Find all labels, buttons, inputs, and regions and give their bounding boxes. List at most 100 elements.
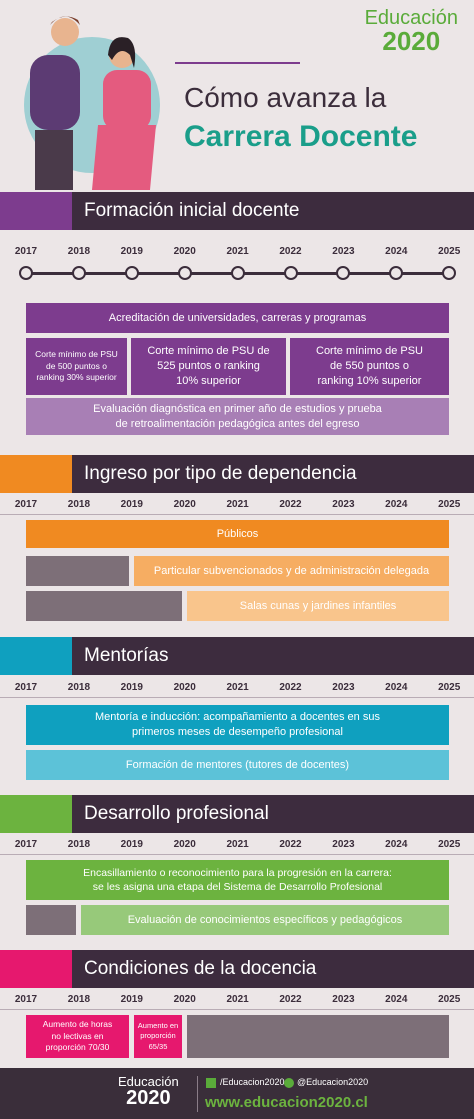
year-label: 2025 <box>438 839 461 850</box>
year-label: 2024 <box>385 682 408 693</box>
section-title: Mentorías <box>84 645 169 666</box>
year-label: 2022 <box>279 682 302 693</box>
bar-text: de retroalimentación pedagógica antes de… <box>115 417 360 430</box>
timeline-bar: Acreditación de universidades, carreras … <box>26 303 449 333</box>
year-label: 2025 <box>438 994 461 1005</box>
section-accent <box>0 637 72 675</box>
section-title: Condiciones de la docencia <box>84 958 317 979</box>
timeline-node <box>19 266 33 280</box>
bar-text: primeros meses de desempeño profesional <box>132 726 343 738</box>
timeline-bar: Salas cunas y jardines infantiles <box>187 591 449 621</box>
year-label: 2022 <box>279 246 302 257</box>
timeline-node <box>230 266 245 280</box>
man-vest <box>30 55 80 130</box>
logo: Educación 2020 <box>365 8 458 54</box>
year-label: 2019 <box>120 499 143 510</box>
bar-text: Acreditación de universidades, carreras … <box>108 311 367 324</box>
man-hair <box>50 16 80 25</box>
timeline-node <box>177 266 192 280</box>
bar-text: Corte mínimo de PSU de <box>147 345 270 358</box>
bar-text: ranking 30% superior <box>36 372 117 383</box>
year-label: 2025 <box>438 499 461 510</box>
timeline-bar: Evaluación de conocimientos específicos … <box>81 905 449 935</box>
year-label: 2019 <box>120 246 143 257</box>
year-label: 2022 <box>279 499 302 510</box>
bar-text: Aumento de horas <box>42 1019 113 1030</box>
woman-dress <box>92 125 156 190</box>
section-band <box>0 455 474 493</box>
section-band <box>0 795 474 833</box>
year-label: 2020 <box>173 994 196 1005</box>
bar-text: Formación de mentores (tutores de docent… <box>125 758 350 771</box>
timeline-node <box>71 266 86 280</box>
inactive-bar <box>26 591 182 621</box>
man-pants <box>35 130 73 190</box>
footer-logo: Educación 2020 <box>118 1075 179 1108</box>
year-label: 2018 <box>67 499 91 510</box>
year-label: 2019 <box>120 994 143 1005</box>
facebook-icon <box>206 1078 216 1088</box>
twitter-handle[interactable]: @Educacion2020 <box>297 1077 369 1087</box>
year-label: 2019 <box>120 839 143 850</box>
bar-text: ranking 10% superior <box>317 374 422 387</box>
year-label: 2017 <box>14 246 38 257</box>
bar-text: Corte mínimo de PSU <box>316 345 423 358</box>
year-label: 2019 <box>120 682 143 693</box>
footer-url[interactable]: www.educacion2020.cl <box>205 1094 368 1111</box>
bar-text: de 550 puntos o <box>330 360 409 373</box>
year-label: 2025 <box>438 682 461 693</box>
bar-text: Mentoría e inducción: acompañamiento a d… <box>95 711 380 724</box>
year-rule <box>0 514 474 515</box>
year-label: 2023 <box>332 839 355 850</box>
year-label: 2023 <box>332 682 355 693</box>
bar-text: Evaluación diagnóstica en primer año de … <box>93 402 382 415</box>
timeline-bar: Evaluación diagnóstica en primer año de … <box>26 398 449 435</box>
bar-text: 10% superior <box>176 374 241 387</box>
year-label: 2021 <box>226 499 249 510</box>
bar-text: 525 puntos o ranking <box>157 360 260 373</box>
year-label: 2017 <box>14 839 38 850</box>
year-label: 2020 <box>173 839 196 850</box>
year-label: 2018 <box>67 994 91 1005</box>
section-accent <box>0 192 72 230</box>
year-label: 2024 <box>385 246 408 257</box>
facebook-handle[interactable]: /Educacion2020 <box>220 1077 285 1087</box>
bar-text: de 500 puntos o <box>46 360 107 371</box>
header-illustration <box>24 16 300 190</box>
year-label: 2018 <box>67 682 91 693</box>
bar-text: proporción 70/30 <box>45 1042 110 1053</box>
timeline-node <box>124 266 139 280</box>
footer: Educación 2020 /Educacion2020 @Educacion… <box>0 1068 474 1119</box>
section-title: Desarrollo profesional <box>84 803 269 824</box>
twitter-icon <box>284 1078 294 1088</box>
woman-hair <box>108 37 136 68</box>
bar-text: Públicos <box>216 527 259 540</box>
year-label: 2023 <box>332 994 355 1005</box>
bar-text: 65/35 <box>148 1041 168 1051</box>
section-accent <box>0 795 72 833</box>
timeline-bar: Corte mínimo de PSU de 525 puntos o ranki… <box>131 338 286 395</box>
timeline-bar: Mentoría e inducción: acompañamiento a d… <box>26 705 449 745</box>
bar-text: Corte mínimo de PSU <box>35 349 118 360</box>
logo-name: Educación <box>364 7 458 29</box>
bar-text: Particular subvencionados y de administr… <box>153 564 430 577</box>
year-rule <box>0 697 474 698</box>
section-band <box>0 192 474 230</box>
timeline-bar: Particular subvencionados y de administr… <box>134 556 449 586</box>
year-label: 2021 <box>226 682 249 693</box>
timeline-bar: Aumento en proporción 65/35 <box>134 1015 182 1058</box>
bar-text: Evaluación de conocimientos específicos … <box>127 913 403 926</box>
year-label: 2017 <box>14 499 38 510</box>
year-label: 2022 <box>279 994 302 1005</box>
bar-text: Encasillamiento o reconocimiento para la… <box>83 866 392 879</box>
year-label: 2023 <box>332 499 355 510</box>
timeline-bar: Corte mínimo de PSU de 550 puntos o rankin… <box>290 338 449 395</box>
year-rule <box>0 854 474 855</box>
bar-text: Aumento en <box>137 1021 179 1031</box>
bar-text: se les asigna una etapa del Sistema de D… <box>92 881 383 893</box>
inactive-bar <box>26 556 129 586</box>
section-title: Formación inicial docente <box>84 200 300 221</box>
timeline-node <box>442 266 457 280</box>
footer-logo-number: 2020 <box>126 1087 171 1109</box>
